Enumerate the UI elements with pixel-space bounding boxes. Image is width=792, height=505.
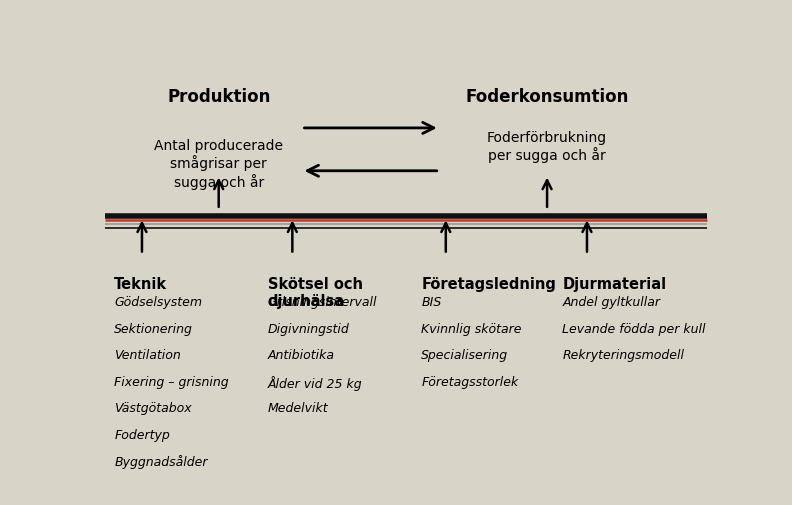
- Text: Rekryteringsmodell: Rekryteringsmodell: [562, 349, 684, 362]
- Text: Sektionering: Sektionering: [114, 322, 193, 335]
- Text: Medelvikt: Medelvikt: [268, 401, 329, 415]
- Text: Levande födda per kull: Levande födda per kull: [562, 322, 706, 335]
- Text: Företagsstorlek: Företagsstorlek: [421, 375, 519, 388]
- Text: Kvinnlig skötare: Kvinnlig skötare: [421, 322, 522, 335]
- Text: Antal producerade
smågrisar per
sugga och år: Antal producerade smågrisar per sugga oc…: [154, 138, 284, 189]
- Text: Ventilation: Ventilation: [114, 349, 181, 362]
- Text: Skötsel och
djurhälsa: Skötsel och djurhälsa: [268, 276, 363, 309]
- Text: Foderförbrukning
per sugga och år: Foderförbrukning per sugga och år: [487, 131, 607, 163]
- Text: Digivningstid: Digivningstid: [268, 322, 349, 335]
- Text: Specialisering: Specialisering: [421, 349, 508, 362]
- Text: Fodertyp: Fodertyp: [114, 428, 170, 441]
- Text: Fixering – grisning: Fixering – grisning: [114, 375, 229, 388]
- Text: Gödselsystem: Gödselsystem: [114, 296, 202, 309]
- Text: Antibiotika: Antibiotika: [268, 349, 335, 362]
- Text: Grisningsintervall: Grisningsintervall: [268, 296, 377, 309]
- Text: Teknik: Teknik: [114, 276, 167, 291]
- Text: BIS: BIS: [421, 296, 441, 309]
- Text: Produktion: Produktion: [167, 88, 270, 106]
- Text: Byggnadsålder: Byggnadsålder: [114, 454, 208, 469]
- Text: Företagsledning: Företagsledning: [421, 276, 556, 291]
- Text: Västgötabox: Västgötabox: [114, 401, 192, 415]
- Text: Foderkonsumtion: Foderkonsumtion: [466, 88, 629, 106]
- Text: Andel gyltkullar: Andel gyltkullar: [562, 296, 661, 309]
- Text: Djurmaterial: Djurmaterial: [562, 276, 667, 291]
- Text: Ålder vid 25 kg: Ålder vid 25 kg: [268, 375, 363, 390]
